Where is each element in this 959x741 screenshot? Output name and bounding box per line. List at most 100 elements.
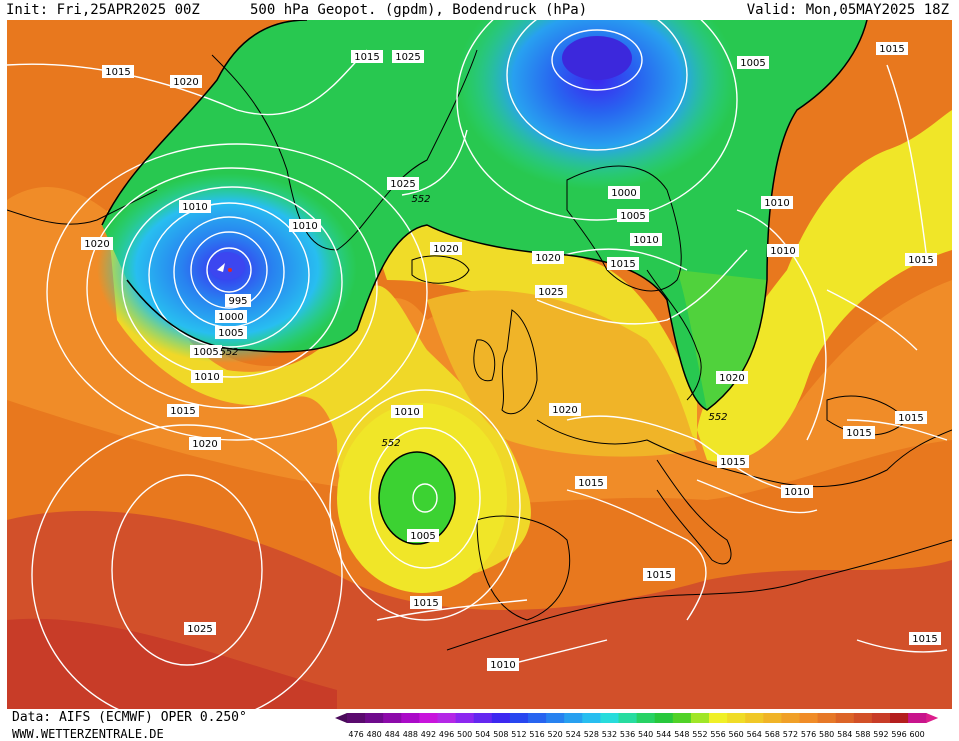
legend-swatch xyxy=(853,713,873,723)
legend-swatch xyxy=(817,713,837,723)
legend-swatch xyxy=(799,713,819,723)
isobar-labels: 1015 1020 1015 1025 1020 1010 1010 1005 … xyxy=(81,42,941,671)
isobar-label: 1010 xyxy=(761,196,793,209)
contour-label: 552 xyxy=(219,347,238,358)
svg-text:995: 995 xyxy=(228,296,247,307)
isobar-label: 1025 xyxy=(535,285,567,298)
svg-text:1010: 1010 xyxy=(633,235,658,246)
legend-value-label: 504 xyxy=(475,730,490,739)
isobar-label: 1015 xyxy=(351,50,383,63)
isobar-label: 995 xyxy=(225,294,251,307)
legend-value-label: 556 xyxy=(710,730,725,739)
greenland-coast xyxy=(211,49,478,251)
legend-value-label: 540 xyxy=(638,730,653,739)
svg-text:1000: 1000 xyxy=(611,188,636,199)
legend-swatch xyxy=(908,713,927,723)
isobar-label: 1015 xyxy=(607,257,639,270)
coastlines xyxy=(7,49,952,651)
legend-swatch xyxy=(473,713,493,723)
isobar-label: 1020 xyxy=(170,75,202,88)
svg-text:1020: 1020 xyxy=(552,405,577,416)
isobar-label: 1010 xyxy=(191,370,223,383)
legend-swatch xyxy=(781,713,800,723)
legend-swatch xyxy=(564,713,583,723)
svg-text:1015: 1015 xyxy=(846,428,871,439)
isobar-label: 1015 xyxy=(643,568,675,581)
legend-value-label: 544 xyxy=(656,730,671,739)
low-marker xyxy=(217,263,232,272)
svg-text:1015: 1015 xyxy=(413,598,438,609)
isobar-label: 1015 xyxy=(410,596,442,609)
isobar-label: 1020 xyxy=(549,403,581,416)
isobar-label: 1015 xyxy=(909,632,941,645)
baltic-coast xyxy=(646,269,702,401)
legend-value-label: 480 xyxy=(367,730,382,739)
header-bar: Init: Fri,25APR2025 00Z 500 hPa Geopot. … xyxy=(0,0,959,20)
isobar-label: 1020 xyxy=(716,371,748,384)
svg-text:1020: 1020 xyxy=(84,239,109,250)
legend-value-label: 484 xyxy=(385,730,400,739)
isobar-label: 1025 xyxy=(392,50,424,63)
svg-text:1015: 1015 xyxy=(610,259,635,270)
legend-value-label: 488 xyxy=(403,730,418,739)
legend-swatch xyxy=(437,713,457,723)
legend-value-label: 536 xyxy=(620,730,635,739)
legend-swatch xyxy=(890,713,909,723)
legend-swatch xyxy=(600,713,619,723)
init-time-label: Init: Fri,25APR2025 00Z xyxy=(6,2,200,18)
legend-swatch xyxy=(509,713,529,723)
legend-value-label: 496 xyxy=(439,730,454,739)
legend-value-label: 572 xyxy=(783,730,798,739)
isobar-label: 1025 xyxy=(184,622,216,635)
labrador-coast xyxy=(7,189,158,225)
svg-text:1015: 1015 xyxy=(646,570,671,581)
website-label: WWW.WETTERZENTRALE.DE xyxy=(12,727,164,741)
legend-swatch xyxy=(709,713,728,723)
contour-label: 552 xyxy=(708,412,727,423)
legend-value-label: 596 xyxy=(891,730,906,739)
svg-text:1025: 1025 xyxy=(187,624,212,635)
svg-text:1015: 1015 xyxy=(912,634,937,645)
legend-swatch xyxy=(690,713,710,723)
svg-text:1005: 1005 xyxy=(740,58,765,69)
europe-coast xyxy=(536,419,952,488)
isobar-label: 1010 xyxy=(767,244,799,257)
isobar-label: 1015 xyxy=(895,411,927,424)
scandinavia-coast xyxy=(566,165,682,292)
legend-value-label: 600 xyxy=(910,730,925,739)
isobar-label: 1015 xyxy=(575,476,607,489)
cutoff-green xyxy=(379,452,455,544)
legend-swatch xyxy=(727,713,746,723)
svg-text:1020: 1020 xyxy=(535,253,560,264)
isobar-label: 1010 xyxy=(630,233,662,246)
legend-value-label: 476 xyxy=(348,730,363,739)
isobar-label: 1000 xyxy=(215,310,247,323)
svg-text:1005: 1005 xyxy=(218,328,243,339)
isobar-label: 1015 xyxy=(167,404,199,417)
legend-arrow-right xyxy=(926,713,939,723)
hot-band xyxy=(7,618,337,709)
isobar-label: 1005 xyxy=(190,345,222,358)
svg-text:1025: 1025 xyxy=(390,179,415,190)
isobar-label: 1010 xyxy=(179,200,211,213)
legend-swatch xyxy=(654,713,674,723)
svg-text:1010: 1010 xyxy=(764,198,789,209)
isobar-label: 1005 xyxy=(617,209,649,222)
legend-swatch xyxy=(763,713,782,723)
isobar-label: 1015 xyxy=(717,455,749,468)
isobar-label: 1000 xyxy=(608,186,640,199)
svg-text:1010: 1010 xyxy=(182,202,207,213)
legend-value-label: 520 xyxy=(548,730,563,739)
valid-time-label: Valid: Mon,05MAY2025 18Z xyxy=(746,2,949,18)
italy-coast xyxy=(656,459,732,565)
legend-swatch xyxy=(618,713,638,723)
isobar-label: 1015 xyxy=(905,253,937,266)
legend-arrow-left xyxy=(335,713,347,723)
svg-text:1005: 1005 xyxy=(410,531,435,542)
legend-value-label: 508 xyxy=(493,730,508,739)
svg-text:1015: 1015 xyxy=(105,67,130,78)
legend-swatch xyxy=(835,713,855,723)
svg-text:1010: 1010 xyxy=(194,372,219,383)
weather-map: 1015 1020 1015 1025 1020 1010 1010 1005 … xyxy=(7,20,952,709)
svg-text:1015: 1015 xyxy=(898,413,923,424)
